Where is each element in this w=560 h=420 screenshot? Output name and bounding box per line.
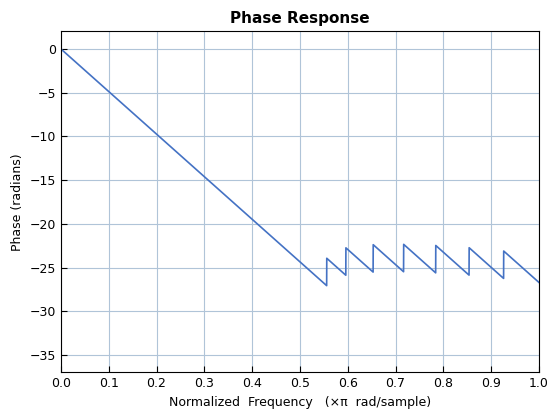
- Title: Phase Response: Phase Response: [230, 11, 370, 26]
- Y-axis label: Phase (radians): Phase (radians): [11, 153, 24, 251]
- X-axis label: Normalized  Frequency   (×π  rad/sample): Normalized Frequency (×π rad/sample): [169, 396, 431, 409]
